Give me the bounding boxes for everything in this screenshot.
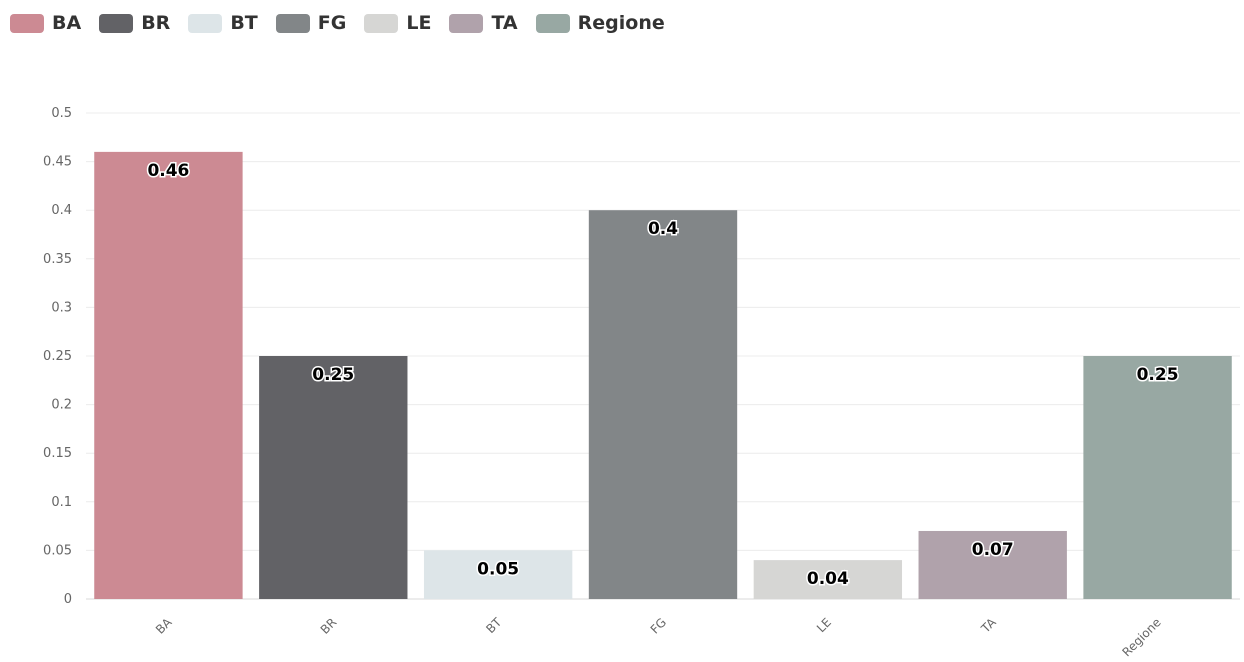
y-tick-label: 0.5 xyxy=(51,106,72,121)
data-label-br: 0.25 xyxy=(312,365,354,385)
y-tick-label: 0.05 xyxy=(43,543,72,558)
bar-regione[interactable] xyxy=(1083,356,1231,599)
y-tick-label: 0.2 xyxy=(51,398,72,413)
y-tick-label: 0 xyxy=(64,592,72,607)
x-tick-label: TA xyxy=(978,615,999,636)
bar-ba[interactable] xyxy=(94,152,242,599)
x-tick-label: BR xyxy=(318,615,340,637)
x-tick-label: LE xyxy=(814,615,834,635)
y-tick-label: 0.35 xyxy=(43,252,72,267)
data-label-le: 0.04 xyxy=(807,569,849,589)
y-tick-label: 0.1 xyxy=(51,495,72,510)
bar-fg[interactable] xyxy=(589,210,737,599)
data-label-bt: 0.05 xyxy=(477,559,519,579)
y-tick-label: 0.25 xyxy=(43,349,72,364)
data-label-ta: 0.07 xyxy=(972,540,1014,560)
y-tick-label: 0.45 xyxy=(43,155,72,170)
y-tick-label: 0.3 xyxy=(51,300,72,315)
x-tick-label: FG xyxy=(648,615,669,636)
x-tick-label: BA xyxy=(153,615,175,637)
x-tick-label: Regione xyxy=(1120,615,1164,659)
y-tick-label: 0.15 xyxy=(43,446,72,461)
data-label-fg: 0.4 xyxy=(648,219,678,239)
data-label-regione: 0.25 xyxy=(1137,365,1179,385)
bar-br[interactable] xyxy=(259,356,407,599)
x-tick-label: BT xyxy=(483,615,504,636)
y-tick-label: 0.4 xyxy=(51,203,72,218)
data-label-ba: 0.46 xyxy=(147,161,189,181)
